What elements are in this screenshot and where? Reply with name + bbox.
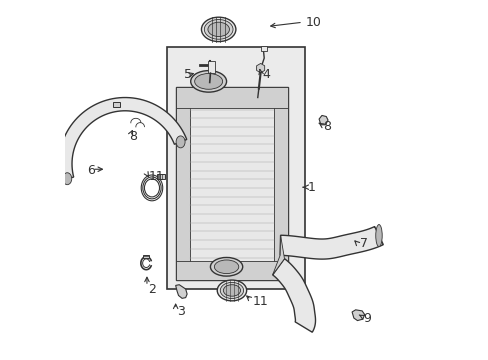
- Bar: [167, 47, 305, 289]
- Ellipse shape: [201, 17, 235, 41]
- Text: 3: 3: [177, 306, 184, 319]
- Bar: [207, 61, 214, 73]
- Bar: [176, 261, 287, 280]
- Bar: [143, 255, 149, 258]
- Ellipse shape: [207, 22, 229, 37]
- Ellipse shape: [62, 173, 72, 185]
- Text: 6: 6: [86, 164, 94, 177]
- Bar: [260, 45, 266, 51]
- Text: 11: 11: [148, 170, 164, 183]
- Ellipse shape: [375, 225, 382, 247]
- Ellipse shape: [217, 280, 246, 301]
- Bar: [176, 87, 190, 280]
- Polygon shape: [175, 285, 187, 298]
- Polygon shape: [256, 63, 264, 73]
- Text: 4: 4: [262, 68, 270, 81]
- Ellipse shape: [190, 71, 226, 92]
- Bar: [113, 102, 120, 107]
- Bar: [176, 87, 287, 108]
- Bar: [273, 87, 287, 280]
- Ellipse shape: [223, 285, 240, 296]
- Bar: [176, 87, 287, 280]
- Text: 2: 2: [148, 283, 156, 296]
- Polygon shape: [351, 310, 364, 320]
- Text: 7: 7: [359, 237, 367, 250]
- Ellipse shape: [204, 19, 233, 39]
- Polygon shape: [319, 116, 327, 125]
- Ellipse shape: [210, 257, 242, 276]
- Bar: [157, 174, 165, 179]
- Text: 9: 9: [363, 311, 371, 325]
- Ellipse shape: [194, 73, 222, 89]
- Text: 11: 11: [252, 296, 268, 309]
- Ellipse shape: [176, 136, 184, 148]
- Text: 10: 10: [305, 16, 321, 29]
- Polygon shape: [272, 235, 284, 275]
- Text: 8: 8: [323, 121, 331, 134]
- Text: 8: 8: [129, 130, 137, 144]
- Text: 5: 5: [183, 68, 191, 81]
- Polygon shape: [59, 98, 186, 180]
- Ellipse shape: [220, 282, 243, 298]
- Polygon shape: [280, 226, 383, 259]
- Ellipse shape: [214, 260, 238, 274]
- Text: 1: 1: [307, 181, 315, 194]
- Polygon shape: [272, 259, 315, 332]
